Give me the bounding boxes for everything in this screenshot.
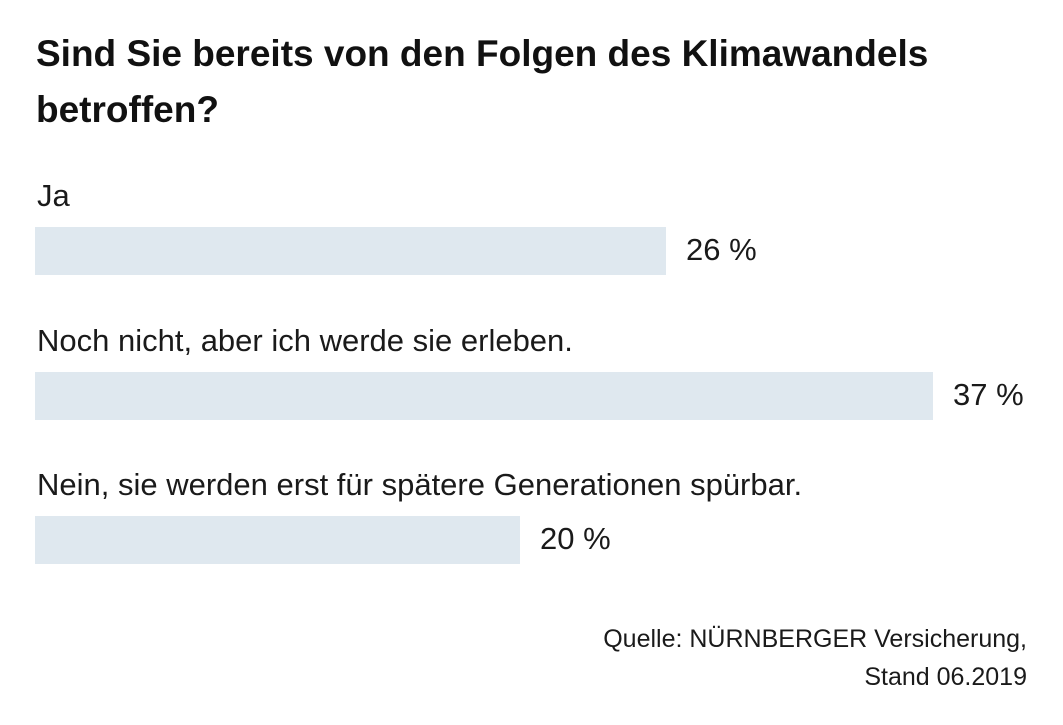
source-line-2: Stand 06.2019 [864,663,1027,691]
chart-title: Sind Sie bereits von den Folgen des Klim… [36,33,929,130]
bar-chart: Ja 26 % Noch nicht, aber ich werde sie erl… [35,178,1024,564]
category-label: Ja [37,178,70,213]
value-label: 26 % [686,232,757,267]
category-label: Noch nicht, aber ich werde sie erleben. [37,322,573,358]
bar [35,516,520,564]
category-label: Nein, sie werden erst für spätere Genera… [37,467,803,502]
value-label: 37 % [953,376,1024,412]
bar [35,227,666,275]
source-note: Quelle: NÜRNBERGER Versicherung, Stand 0… [603,620,1027,696]
bar [35,371,933,420]
source-line-1: Quelle: NÜRNBERGER Versicherung, [603,625,1027,653]
value-label: 20 % [540,521,611,556]
